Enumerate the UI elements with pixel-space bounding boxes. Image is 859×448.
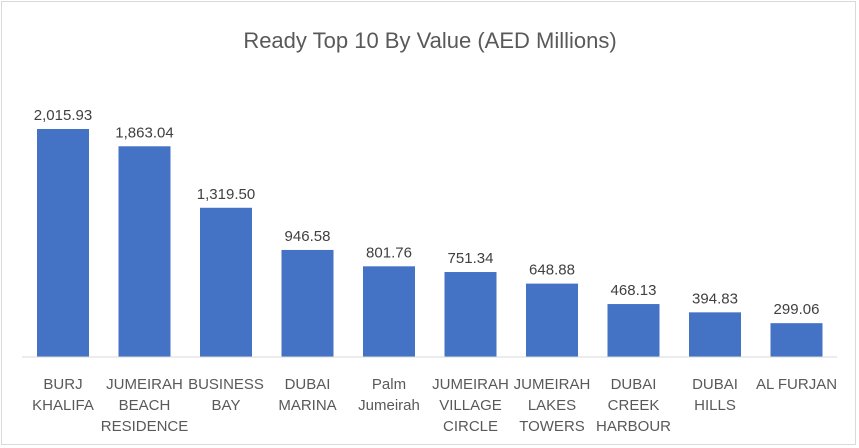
category-label: Jumeirah — [358, 397, 420, 414]
category-label: JUMEIRAH — [106, 376, 183, 393]
data-label: 2,015.93 — [34, 107, 92, 124]
category-label: BUSINESS — [188, 376, 264, 393]
chart-title: Ready Top 10 By Value (AED Millions) — [243, 28, 616, 53]
bar — [444, 272, 497, 357]
bar — [363, 266, 415, 357]
bar — [118, 146, 171, 357]
category-label: CIRCLE — [443, 418, 498, 435]
data-label: 946.58 — [285, 228, 331, 245]
bar — [607, 304, 660, 357]
category-label: JUMEIRAH — [514, 376, 591, 393]
category-label: JUMEIRAH — [432, 376, 509, 393]
category-label: MARINA — [278, 397, 336, 414]
data-label: 299.06 — [774, 301, 820, 318]
category-label: DUBAI — [611, 376, 657, 393]
bar — [770, 323, 823, 357]
data-label: 394.83 — [692, 290, 738, 307]
category-label: LAKES — [528, 397, 576, 414]
category-label: TOWERS — [519, 418, 585, 435]
bar — [526, 283, 578, 357]
category-label: KHALIFA — [32, 397, 94, 414]
data-label: 801.76 — [366, 244, 412, 261]
category-label: HILLS — [694, 397, 736, 414]
category-label: BAY — [212, 397, 241, 414]
data-label: 1,319.50 — [197, 186, 255, 203]
data-label: 1,863.04 — [115, 124, 173, 141]
bar — [200, 207, 252, 357]
category-label: RESIDENCE — [101, 418, 189, 435]
category-label: AL FURJAN — [756, 376, 837, 393]
data-label: 648.88 — [529, 262, 575, 279]
category-label: BEACH — [119, 397, 171, 414]
data-label: 468.13 — [611, 282, 657, 299]
category-label: DUBAI — [285, 376, 331, 393]
category-label: DUBAI — [692, 376, 738, 393]
bar — [689, 312, 741, 357]
category-label: VILLAGE — [439, 397, 502, 414]
bar — [281, 249, 334, 357]
data-label: 751.34 — [448, 250, 494, 267]
category-label: Palm — [372, 376, 406, 393]
category-label: BURJ — [43, 376, 82, 393]
category-label: HARBOUR — [596, 418, 671, 435]
bar — [37, 129, 89, 357]
category-label: CREEK — [608, 397, 660, 414]
